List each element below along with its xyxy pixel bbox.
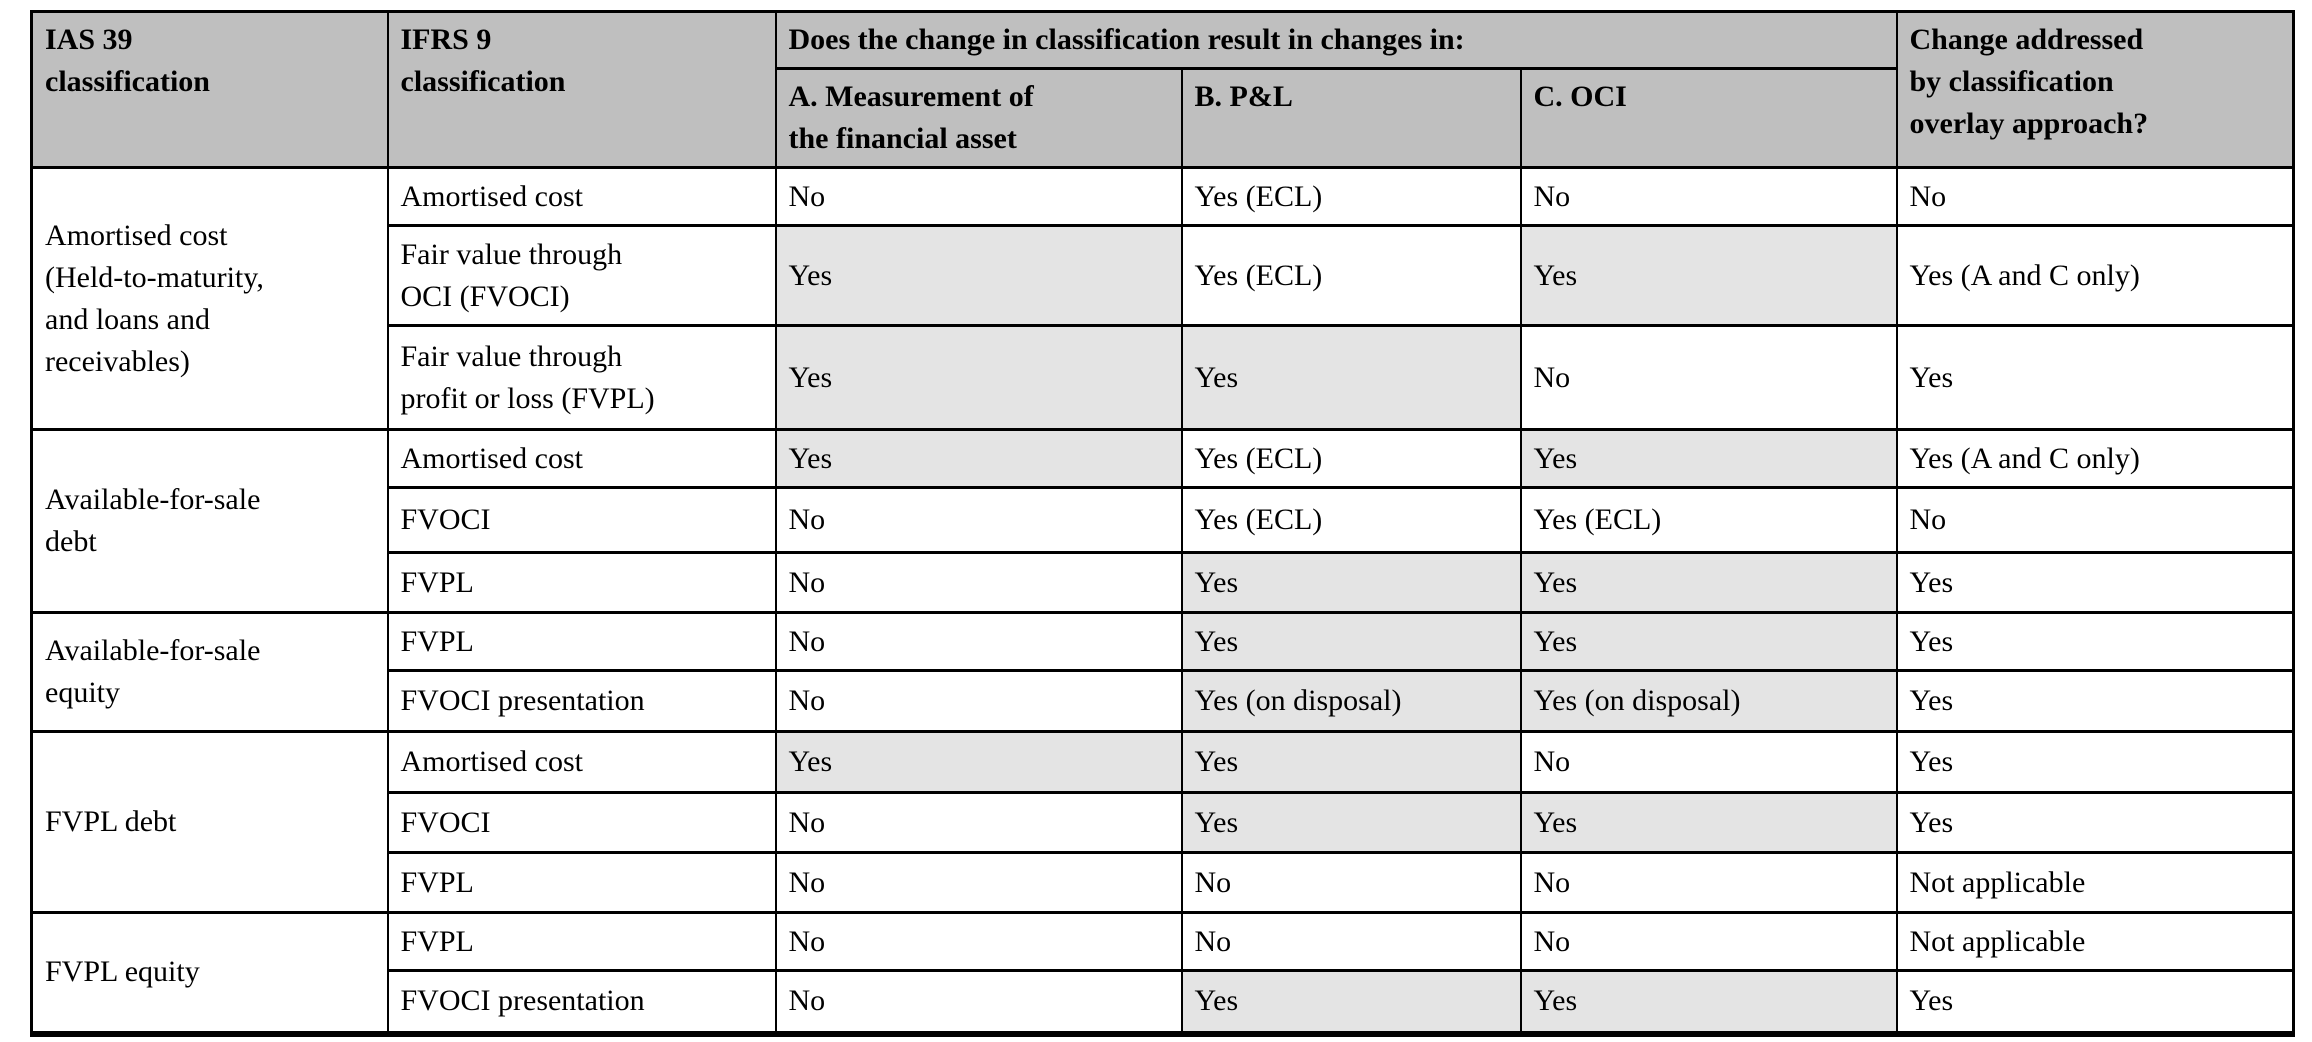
cell-measurement: No <box>774 486 1183 554</box>
cell-pl: Yes (ECL) <box>1180 428 1522 489</box>
table-row: FVPL equity FVPL No No No Not applicable <box>30 911 2295 1035</box>
cell-pl: Yes (ECL) <box>1180 224 1522 327</box>
cell-ifrs9: Fair value through profit or loss (FVPL) <box>386 324 777 431</box>
table-row: FVOCI presentation No Yes Yes Yes <box>32 969 2295 1035</box>
cell-overlay: Yes (A and C only) <box>1895 224 2295 327</box>
table-body: Amortised cost (Held-to-maturity, and lo… <box>30 166 2295 1035</box>
cell-pl: Yes <box>1180 730 1522 794</box>
cell-measurement: Yes <box>774 730 1183 794</box>
header-cell-pl: B. P&L <box>1180 67 1522 169</box>
header-cell-ias39: IAS 39 classification <box>30 10 389 169</box>
cell-oci: Yes (on disposal) <box>1519 669 1898 733</box>
cell-overlay: Yes <box>1895 791 2295 854</box>
cell-oci: Yes <box>1519 551 1898 614</box>
cell-ifrs9: Amortised cost <box>386 428 777 489</box>
cell-ias39-group: FVPL debt <box>30 730 389 914</box>
cell-pl: No <box>1180 911 1522 972</box>
header-cell-oci: C. OCI <box>1519 67 1898 169</box>
cell-overlay: Not applicable <box>1895 851 2295 914</box>
table-row: Fair value through profit or loss (FVPL)… <box>32 324 2295 431</box>
cell-overlay: Yes (A and C only) <box>1895 428 2295 489</box>
table-row: Available-for-sale debt Amortised cost Y… <box>30 428 2295 614</box>
cell-measurement: Yes <box>774 428 1183 489</box>
header-row-1: IAS 39 classification IFRS 9 classificat… <box>30 10 2295 169</box>
cell-measurement: Yes <box>774 224 1183 327</box>
cell-measurement: No <box>774 669 1183 733</box>
cell-ifrs9: Amortised cost <box>386 166 777 227</box>
cell-overlay: Yes <box>1895 669 2295 733</box>
cell-overlay: No <box>1895 486 2295 554</box>
cell-oci: No <box>1519 730 1898 794</box>
cell-oci: Yes <box>1519 224 1898 327</box>
cell-measurement: No <box>774 551 1183 614</box>
table-row: FVOCI presentation No Yes (on disposal) … <box>32 669 2295 733</box>
cell-pl: Yes <box>1180 969 1522 1035</box>
cell-overlay: Yes <box>1895 730 2295 794</box>
cell-overlay: Not applicable <box>1895 911 2295 972</box>
cell-pl: Yes <box>1180 791 1522 854</box>
cell-measurement: No <box>774 851 1183 914</box>
cell-ifrs9: FVOCI <box>386 791 777 854</box>
cell-oci: No <box>1519 324 1898 431</box>
table-row: Amortised cost (Held-to-maturity, and lo… <box>30 166 2295 431</box>
cell-pl: Yes <box>1180 611 1522 672</box>
cell-pl: Yes <box>1180 551 1522 614</box>
table-row: FVOCI No Yes (ECL) Yes (ECL) No <box>32 486 2295 554</box>
cell-ias39-group: Available-for-sale debt <box>30 428 389 614</box>
cell-measurement: No <box>774 911 1183 972</box>
header-row-2: A. Measurement of the financial asset B.… <box>32 67 2294 169</box>
cell-oci: No <box>1519 166 1898 227</box>
cell-ifrs9: Fair value through OCI (FVOCI) <box>386 224 777 327</box>
cell-oci: Yes <box>1519 791 1898 854</box>
cell-pl: No <box>1180 851 1522 914</box>
cell-ifrs9: FVPL <box>386 851 777 914</box>
cell-pl: Yes <box>1180 324 1522 431</box>
cell-oci: Yes <box>1519 969 1898 1035</box>
cell-ifrs9: FVPL <box>386 551 777 614</box>
cell-overlay: Yes <box>1895 969 2295 1035</box>
table-header: IAS 39 classification IFRS 9 classificat… <box>30 10 2295 169</box>
cell-overlay: Yes <box>1895 324 2295 431</box>
header-cell-ifrs9: IFRS 9 classification <box>386 10 777 169</box>
header-cell-question: Does the change in classification result… <box>774 10 1898 70</box>
cell-ias39-group: FVPL equity <box>30 911 389 1035</box>
cell-overlay: Yes <box>1895 611 2295 672</box>
cell-pl: Yes (ECL) <box>1180 486 1522 554</box>
cell-overlay: Yes <box>1895 551 2295 614</box>
cell-ifrs9: FVOCI <box>386 486 777 554</box>
cell-measurement: No <box>774 611 1183 672</box>
cell-measurement: No <box>774 166 1183 227</box>
table-row: FVPL debt Amortised cost Yes Yes No Yes <box>30 730 2295 914</box>
cell-oci: Yes (ECL) <box>1519 486 1898 554</box>
table-row: FVPL No Yes Yes Yes <box>32 551 2295 614</box>
cell-oci: Yes <box>1519 611 1898 672</box>
cell-overlay: No <box>1895 166 2295 227</box>
cell-ifrs9: FVPL <box>386 911 777 972</box>
cell-ifrs9: Amortised cost <box>386 730 777 794</box>
cell-oci: No <box>1519 911 1898 972</box>
header-cell-measurement: A. Measurement of the financial asset <box>774 67 1183 169</box>
cell-pl: Yes (ECL) <box>1180 166 1522 227</box>
cell-pl: Yes (on disposal) <box>1180 669 1522 733</box>
cell-ias39-group: Available-for-sale equity <box>30 611 389 733</box>
cell-oci: No <box>1519 851 1898 914</box>
table-row: Available-for-sale equity FVPL No Yes Ye… <box>30 611 2295 733</box>
table-row: FVPL No No No Not applicable <box>32 851 2295 914</box>
cell-ifrs9: FVOCI presentation <box>386 969 777 1035</box>
cell-measurement: No <box>774 969 1183 1035</box>
table-row: Fair value through OCI (FVOCI) Yes Yes (… <box>32 224 2295 327</box>
cell-ias39-group: Amortised cost (Held-to-maturity, and lo… <box>30 166 389 431</box>
cell-ifrs9: FVOCI presentation <box>386 669 777 733</box>
header-cell-overlay: Change addressed by classification overl… <box>1895 10 2295 169</box>
classification-comparison-table: IAS 39 classification IFRS 9 classificat… <box>30 10 2295 1037</box>
table-row: FVOCI No Yes Yes Yes <box>32 791 2295 854</box>
cell-oci: Yes <box>1519 428 1898 489</box>
cell-measurement: Yes <box>774 324 1183 431</box>
cell-measurement: No <box>774 791 1183 854</box>
cell-ifrs9: FVPL <box>386 611 777 672</box>
